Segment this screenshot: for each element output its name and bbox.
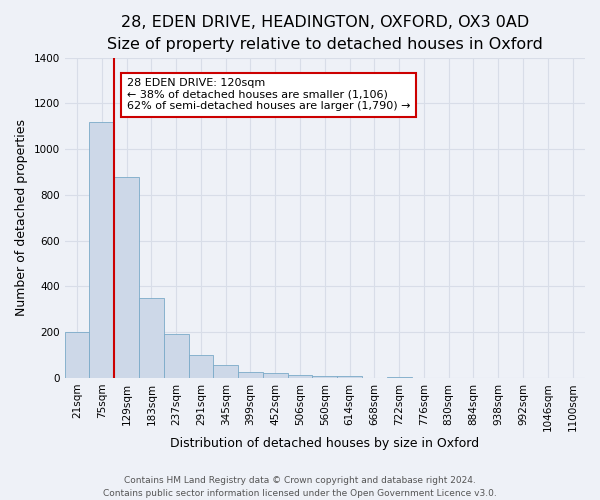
Title: 28, EDEN DRIVE, HEADINGTON, OXFORD, OX3 0AD
Size of property relative to detache: 28, EDEN DRIVE, HEADINGTON, OXFORD, OX3 … [107, 15, 543, 52]
Bar [65, 332, 89, 378]
Bar [214, 366, 238, 378]
Bar [263, 374, 287, 378]
Bar [387, 377, 412, 378]
Bar [238, 372, 263, 378]
Text: 28 EDEN DRIVE: 120sqm
← 38% of detached houses are smaller (1,106)
62% of semi-d: 28 EDEN DRIVE: 120sqm ← 38% of detached … [127, 78, 410, 112]
Bar [139, 298, 164, 378]
X-axis label: Distribution of detached houses by size in Oxford: Distribution of detached houses by size … [170, 437, 479, 450]
Bar [89, 122, 114, 378]
Bar [287, 374, 313, 378]
Bar [337, 376, 362, 378]
Y-axis label: Number of detached properties: Number of detached properties [15, 119, 28, 316]
Text: Contains HM Land Registry data © Crown copyright and database right 2024.
Contai: Contains HM Land Registry data © Crown c… [103, 476, 497, 498]
Bar [313, 376, 337, 378]
Bar [188, 355, 214, 378]
Bar [164, 334, 188, 378]
Bar [114, 176, 139, 378]
